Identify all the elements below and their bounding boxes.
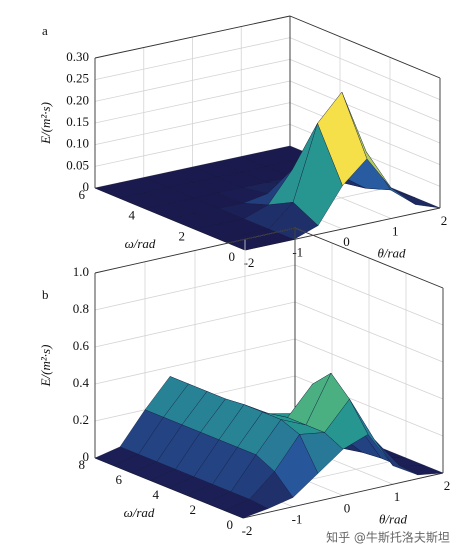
- z-axis-label: E/(m²·s): [38, 345, 53, 388]
- x-tick-label: -1: [292, 512, 303, 527]
- x-tick-label: 1: [394, 489, 401, 504]
- z-tick-label: 0.2: [73, 412, 89, 427]
- panel-label: b: [42, 287, 49, 302]
- y-tick-label: 6: [116, 472, 123, 487]
- z-tick-label: 0.6: [73, 338, 90, 353]
- y-tick-label: 8: [79, 457, 86, 472]
- z-tick-label: 0.20: [66, 92, 89, 107]
- x-tick-label: 2: [444, 478, 451, 493]
- z-grid-line: [94, 301, 444, 363]
- z-tick-label: 0.10: [66, 136, 89, 151]
- x-axis-label: θ/rad: [379, 511, 408, 526]
- y-axis-label: ω/rad: [124, 505, 155, 520]
- x-axis-label: θ/rad: [377, 246, 406, 261]
- z-tick-label: 0: [83, 449, 90, 464]
- panel-label: a: [42, 23, 48, 38]
- z-tick-label: 1.0: [73, 264, 89, 279]
- y-tick-label: 2: [190, 502, 197, 517]
- z-axis-label: E/(m²·s): [38, 102, 53, 145]
- x-tick-label: 2: [441, 213, 448, 228]
- x-tick-label: 1: [392, 223, 399, 238]
- x-tick-label: -2: [242, 523, 253, 538]
- x-tick-label: -2: [244, 255, 255, 270]
- z-tick-label: 0: [83, 179, 90, 194]
- x-tick-label: -1: [292, 244, 303, 259]
- y-tick-label: 4: [129, 208, 136, 223]
- z-tick-label: 0.8: [73, 301, 89, 316]
- x-tick-label: 0: [343, 234, 350, 249]
- z-tick-label: 0.15: [66, 114, 89, 129]
- z-tick-label: 0.05: [66, 157, 89, 172]
- y-tick-label: 4: [153, 487, 160, 502]
- z-tick-label: 0.25: [66, 71, 89, 86]
- y-tick-label: 0: [227, 517, 234, 532]
- z-tick-label: 0.30: [66, 49, 89, 64]
- x-tick-label: 0: [344, 500, 351, 515]
- y-tick-label: 6: [79, 187, 86, 202]
- z-tick-label: 0.4: [73, 375, 90, 390]
- surface-patch: [224, 499, 269, 519]
- z-grid-line: [94, 264, 444, 326]
- y-tick-label: 0: [229, 249, 236, 264]
- z-grid-line: [94, 338, 444, 400]
- watermark: 知乎 @牛斯托洛夫斯坦: [326, 530, 450, 545]
- y-tick-label: 2: [179, 228, 186, 243]
- y-axis-label: ω/rad: [125, 236, 156, 251]
